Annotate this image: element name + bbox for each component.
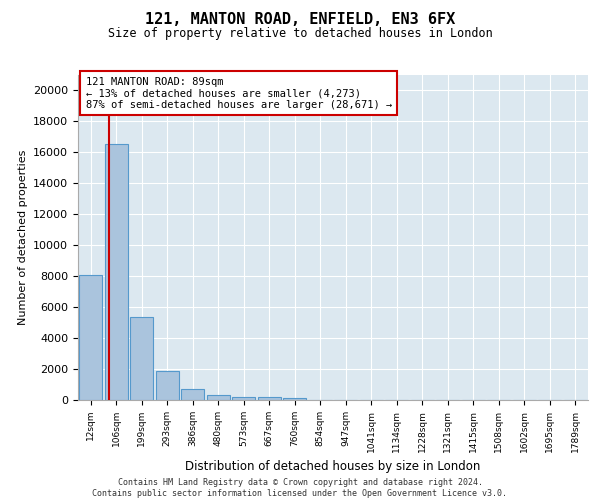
Bar: [207, 395, 230, 400]
Bar: [283, 398, 306, 400]
Bar: [181, 389, 204, 400]
Bar: [232, 396, 255, 400]
Bar: [156, 372, 179, 400]
Y-axis label: Number of detached properties: Number of detached properties: [17, 150, 28, 325]
X-axis label: Distribution of detached houses by size in London: Distribution of detached houses by size …: [185, 460, 481, 473]
Text: Contains HM Land Registry data © Crown copyright and database right 2024.
Contai: Contains HM Land Registry data © Crown c…: [92, 478, 508, 498]
Bar: [105, 144, 128, 400]
Text: Size of property relative to detached houses in London: Size of property relative to detached ho…: [107, 28, 493, 40]
Bar: [130, 317, 153, 400]
Bar: [79, 276, 102, 400]
Text: 121 MANTON ROAD: 89sqm
← 13% of detached houses are smaller (4,273)
87% of semi-: 121 MANTON ROAD: 89sqm ← 13% of detached…: [86, 76, 392, 110]
Bar: [258, 398, 281, 400]
Text: 121, MANTON ROAD, ENFIELD, EN3 6FX: 121, MANTON ROAD, ENFIELD, EN3 6FX: [145, 12, 455, 28]
